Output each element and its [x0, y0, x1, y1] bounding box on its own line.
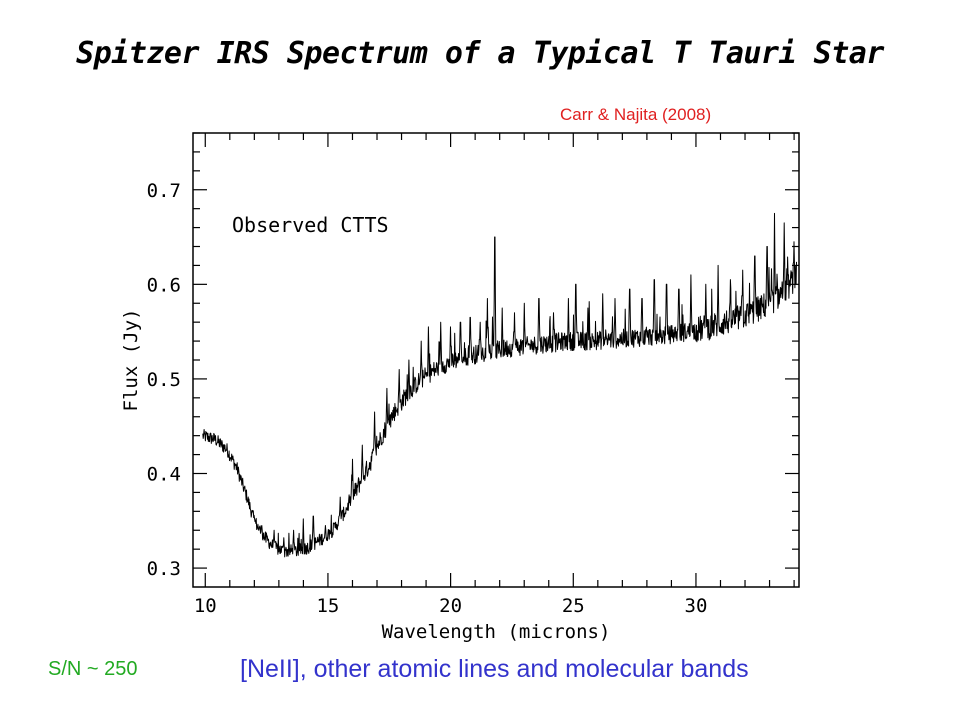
x-tick-label: 25: [562, 595, 585, 617]
x-tick-label: 30: [685, 595, 708, 617]
x-tick-label: 10: [194, 595, 217, 617]
x-tick-label: 15: [316, 595, 339, 617]
slide-title: Spitzer IRS Spectrum of a Typical T Taur…: [76, 36, 884, 71]
chart-annotation: Observed CTTS: [232, 213, 389, 237]
y-tick-label: 0.4: [147, 464, 181, 486]
y-tick-label: 0.3: [147, 558, 181, 580]
x-tick-label: 20: [439, 595, 462, 617]
y-tick-label: 0.5: [147, 369, 181, 391]
y-tick-labels: 0.3 0.4 0.5 0.6 0.7: [147, 180, 181, 580]
spectrum-line: [202, 212, 797, 558]
y-tick-label: 0.7: [147, 180, 181, 202]
axis-ticks: [193, 132, 799, 587]
plot-frame: [192, 132, 800, 588]
citation: Carr & Najita (2008): [560, 105, 712, 124]
y-tick-label: 0.6: [147, 274, 181, 296]
signal-to-noise-label: S/N ~ 250: [48, 658, 138, 680]
y-axis-label: Flux (Jy): [120, 309, 142, 412]
x-tick-labels: 10 15 20 25 30: [194, 595, 708, 617]
x-axis-label: Wavelength (microns): [382, 621, 611, 643]
lines-note: [NeII], other atomic lines and molecular…: [240, 655, 749, 683]
